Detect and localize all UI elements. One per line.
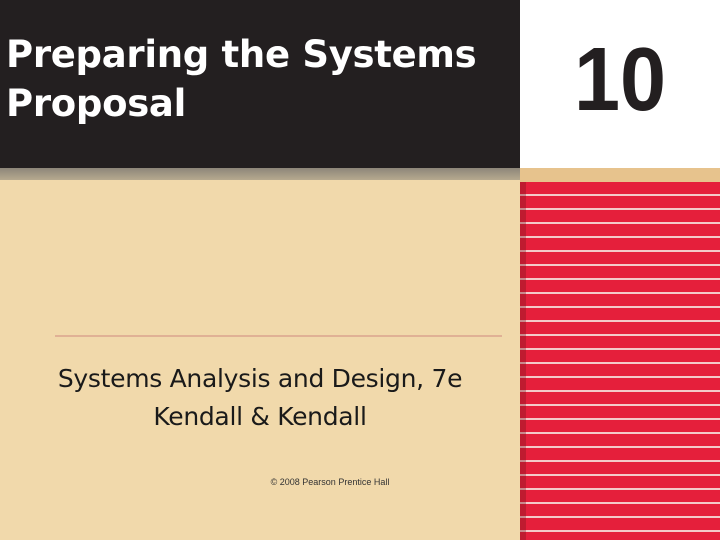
book-authors: Kendall & Kendall (153, 402, 367, 431)
chapter-number: 10 (573, 30, 667, 130)
slide-subtitle: Systems Analysis and Design, 7e Kendall … (0, 360, 520, 436)
slide-title-line-2: Proposal (6, 82, 186, 125)
chapter-number-panel: 10 (520, 0, 720, 168)
copyright-notice: © 2008 Pearson Prentice Hall (270, 477, 390, 487)
accent-bar (520, 168, 720, 182)
striped-panel-shadow (520, 182, 526, 540)
striped-side-panel (520, 182, 720, 540)
slide-title-line-1: Preparing the Systems (6, 33, 477, 76)
slide-title: Preparing the Systems Proposal (6, 30, 516, 128)
divider-bar (0, 168, 520, 180)
title-banner: Preparing the Systems Proposal (0, 0, 520, 168)
horizontal-rule (55, 335, 502, 337)
book-title: Systems Analysis and Design, 7e (57, 364, 463, 393)
